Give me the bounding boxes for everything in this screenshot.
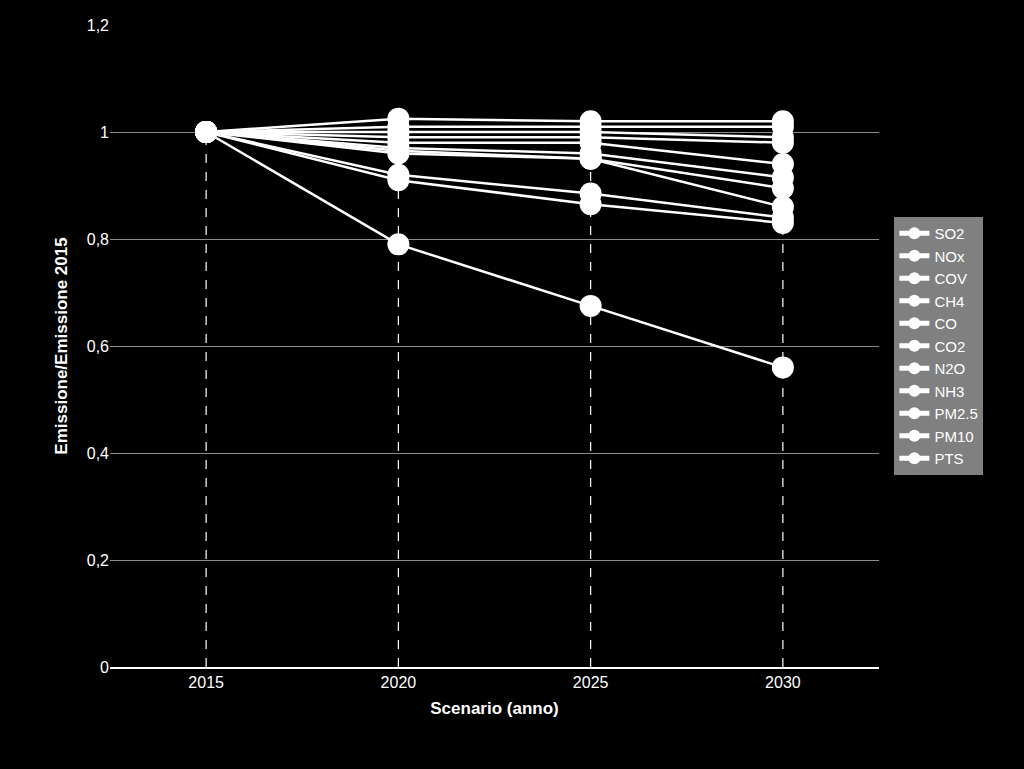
svg-text:CO: CO — [934, 315, 957, 332]
svg-text:Emissione/Emissione 2015: Emissione/Emissione 2015 — [52, 237, 71, 454]
svg-text:CH4: CH4 — [934, 293, 964, 310]
svg-text:0,4: 0,4 — [87, 445, 109, 462]
svg-text:Scenario (anno): Scenario (anno) — [430, 699, 558, 718]
svg-text:2025: 2025 — [573, 674, 609, 691]
svg-text:COV: COV — [934, 270, 967, 287]
svg-text:PM10: PM10 — [934, 428, 973, 445]
svg-text:2030: 2030 — [765, 674, 801, 691]
svg-text:0,2: 0,2 — [87, 552, 109, 569]
svg-text:0,8: 0,8 — [87, 231, 109, 248]
svg-text:2020: 2020 — [381, 674, 417, 691]
svg-text:NOx: NOx — [934, 248, 965, 265]
svg-text:N2O: N2O — [934, 360, 965, 377]
svg-text:NH3: NH3 — [934, 383, 964, 400]
svg-text:PTS: PTS — [934, 450, 963, 467]
svg-text:0: 0 — [100, 659, 109, 676]
svg-text:1: 1 — [100, 124, 109, 141]
svg-text:2015: 2015 — [188, 674, 224, 691]
svg-text:CO2: CO2 — [934, 338, 965, 355]
svg-text:PM2.5: PM2.5 — [934, 405, 977, 422]
svg-text:1,2: 1,2 — [87, 17, 109, 34]
svg-text:SO2: SO2 — [934, 225, 964, 242]
svg-text:0,6: 0,6 — [87, 338, 109, 355]
